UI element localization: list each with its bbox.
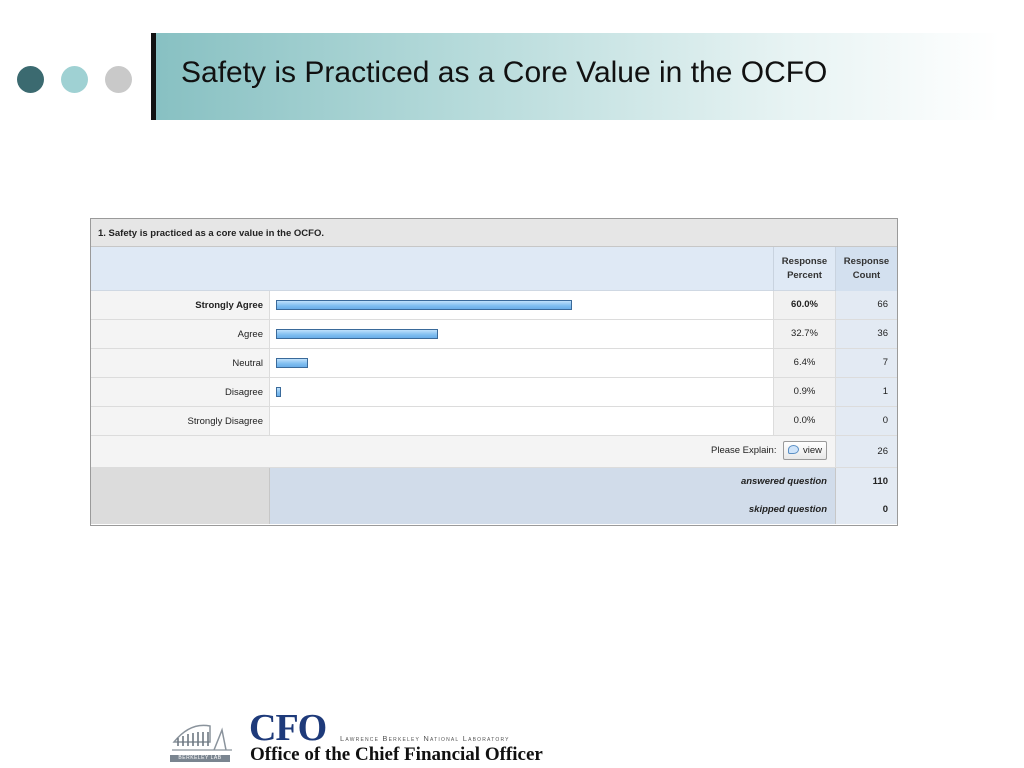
response-bar xyxy=(276,358,308,368)
response-percent: 0.9% xyxy=(773,378,835,406)
lab-name: Lawrence Berkeley National Laboratory xyxy=(340,734,510,743)
response-count: 1 xyxy=(835,378,897,406)
response-percent: 32.7% xyxy=(773,320,835,348)
row-label: Strongly Disagree xyxy=(187,416,263,427)
question-text: 1. Safety is practiced as a core value i… xyxy=(98,228,324,239)
answered-left xyxy=(91,468,269,496)
response-count: 0 xyxy=(835,407,897,435)
cfo-logo: BERKELEY LAB CFO Lawrence Berkeley Natio… xyxy=(168,708,588,768)
row-label: Strongly Agree xyxy=(195,300,263,311)
title-rule xyxy=(151,33,156,120)
bar-cell xyxy=(269,378,774,406)
response-count-header: Response Count xyxy=(835,247,897,291)
decorative-dots xyxy=(17,66,137,96)
response-percent: 6.4% xyxy=(773,349,835,377)
explain-row: Please Explain: view 26 xyxy=(91,436,897,468)
table-row: Agree 32.7% 36 xyxy=(91,320,897,349)
skipped-row: skipped question 0 xyxy=(91,496,897,524)
skipped-count: 0 xyxy=(835,496,897,524)
question-row: 1. Safety is practiced as a core value i… xyxy=(91,219,897,247)
response-count: 36 xyxy=(835,320,897,348)
building-icon xyxy=(172,724,232,751)
answered-row: answered question 110 xyxy=(91,468,897,496)
response-count: 66 xyxy=(835,291,897,319)
skipped-left xyxy=(91,496,269,524)
bar-cell xyxy=(269,407,774,435)
office-name: Office of the Chief Financial Officer xyxy=(250,744,543,765)
response-bar xyxy=(276,387,281,397)
berkeley-lab-badge: BERKELEY LAB xyxy=(170,755,230,762)
response-percent: 60.0% xyxy=(773,291,835,319)
speech-bubble-icon xyxy=(788,445,799,454)
explain-count: 26 xyxy=(835,436,897,467)
response-count: 7 xyxy=(835,349,897,377)
title-bar xyxy=(151,33,1000,120)
response-percent-header: Response Percent xyxy=(773,247,835,291)
table-row: Disagree 0.9% 1 xyxy=(91,378,897,407)
response-percent: 0.0% xyxy=(773,407,835,435)
cfo-wordmark: CFO xyxy=(249,707,327,749)
survey-table: 1. Safety is practiced as a core value i… xyxy=(90,218,898,526)
header-row: Response Percent Response Count xyxy=(91,247,897,291)
bar-cell xyxy=(269,349,774,377)
view-button[interactable]: view xyxy=(783,441,827,460)
response-bar xyxy=(276,300,572,310)
table-row: Strongly Disagree 0.0% 0 xyxy=(91,407,897,436)
bar-cell xyxy=(269,320,774,348)
answered-label: answered question xyxy=(269,468,835,496)
view-button-label: view xyxy=(802,445,822,456)
response-bar xyxy=(276,329,438,339)
table-row: Strongly Agree 60.0% 66 xyxy=(91,291,897,320)
answered-count: 110 xyxy=(835,468,897,496)
table-row: Neutral 6.4% 7 xyxy=(91,349,897,378)
dot-light xyxy=(61,66,88,93)
row-label: Agree xyxy=(237,329,263,340)
row-label: Neutral xyxy=(232,358,263,369)
slide-title: Safety is Practiced as a Core Value in t… xyxy=(181,56,828,89)
dot-dark xyxy=(17,66,44,93)
explain-label: Please Explain: xyxy=(711,445,777,456)
dot-gray xyxy=(105,66,132,93)
skipped-label: skipped question xyxy=(269,496,835,524)
row-label: Disagree xyxy=(224,387,263,398)
bar-cell xyxy=(269,291,774,319)
